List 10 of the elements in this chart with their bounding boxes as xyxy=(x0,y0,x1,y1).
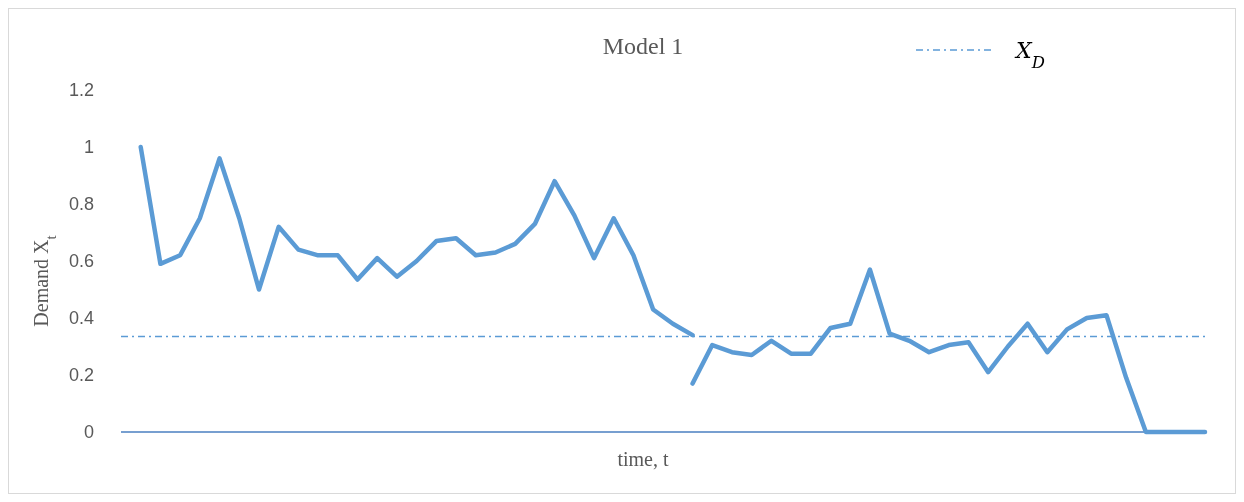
legend-label: X$_{D}$ xyxy=(1014,38,1045,72)
y-tick-label: 0.2 xyxy=(68,365,94,386)
x-axis-title: time, t xyxy=(617,448,669,470)
y-tick-label: 1 xyxy=(83,137,94,158)
y-tick-label: 0.6 xyxy=(68,251,94,272)
chart-title: Model 1 xyxy=(602,33,684,59)
y-tick-label: 1.2 xyxy=(68,80,94,101)
y-tick-label: 0.8 xyxy=(68,194,94,215)
y-tick-label: 0 xyxy=(83,422,94,443)
y-tick-label: 0.4 xyxy=(68,308,94,329)
